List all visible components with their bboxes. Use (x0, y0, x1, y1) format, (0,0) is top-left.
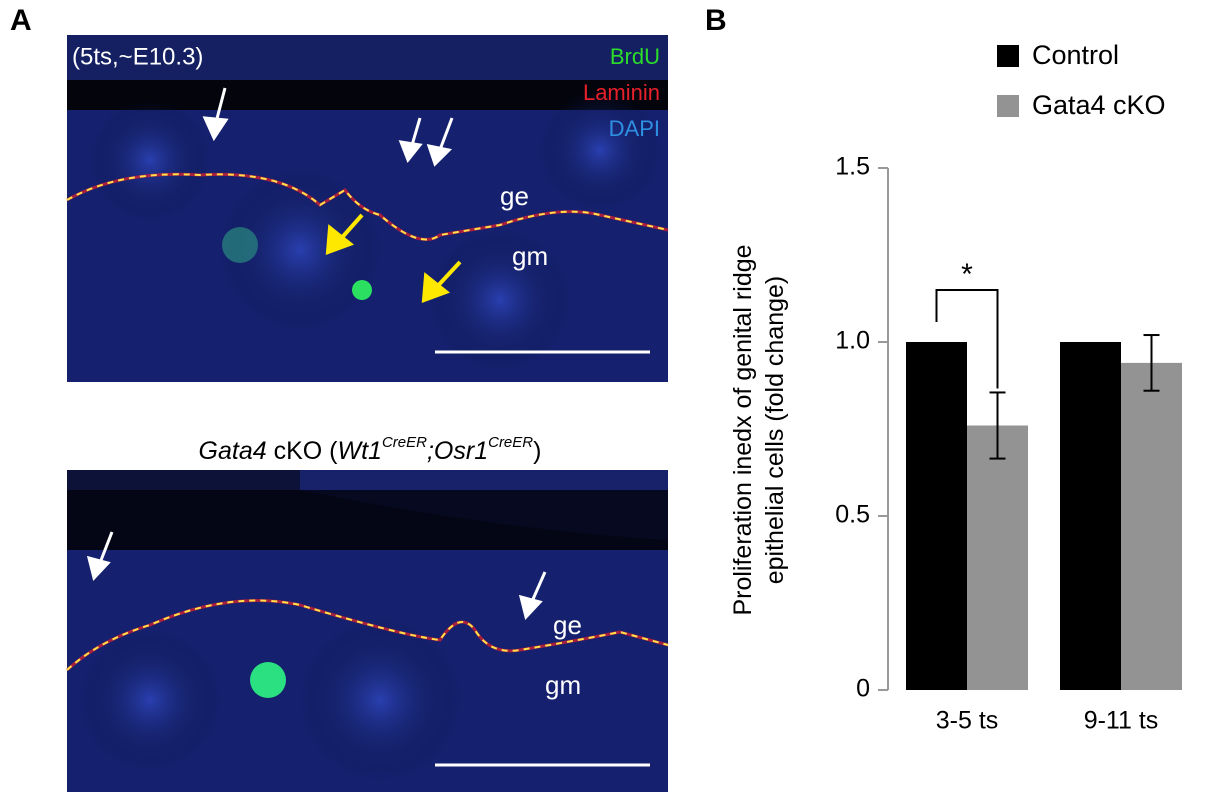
legend-label: Gata4 cKO (1032, 90, 1166, 120)
x-tick-label: 9-11 ts (1084, 707, 1159, 735)
stage-label: (5ts,~E10.3) (72, 43, 203, 70)
y-tick-label: 1.5 (835, 153, 870, 181)
y-axis-label-line: epithelial cells (fold change) (761, 276, 789, 585)
caption-part: ; (427, 437, 434, 465)
legend-label: Control (1032, 40, 1119, 70)
caption-part: cKO ( (267, 437, 339, 465)
bar (967, 425, 1028, 690)
micrograph-top (66, 35, 669, 382)
stain-name: DAPI (609, 116, 660, 141)
caption-part: CreER (382, 434, 427, 451)
caption-part: Gata4 (199, 437, 267, 465)
y-tick-label: 0 (856, 675, 870, 703)
y-axis-label-line: Proliferation inedx of genital ridge (729, 244, 757, 615)
stain-name: Laminin (583, 80, 660, 105)
legend-swatch (997, 45, 1019, 67)
caption-part: CreER (488, 434, 533, 451)
y-tick-label: 1.0 (835, 327, 870, 355)
y-tick-label: 0.5 (835, 501, 870, 529)
bar (1060, 342, 1121, 690)
region-label: gm (512, 241, 548, 271)
image-caption: Gata4 cKO (Wt1CreER;Osr1CreER) (199, 434, 542, 464)
region-label: ge (553, 610, 582, 640)
stain-name: BrdU (610, 44, 660, 69)
bar (906, 342, 967, 690)
caption-part: ) (533, 437, 541, 465)
x-tick-label: 3-5 ts (936, 707, 999, 735)
legend-swatch (997, 95, 1019, 117)
stain-legend: BrdU Laminin DAPI (583, 44, 660, 141)
region-label: ge (500, 181, 529, 211)
region-label: gm (545, 670, 581, 700)
panel-label: B (705, 4, 727, 37)
significance-mark: * (961, 258, 973, 291)
caption-part: Wt1 (338, 437, 382, 465)
panel-label: A (10, 4, 32, 37)
significance-bracket (935, 289, 999, 389)
micrograph-bottom (65, 470, 669, 792)
bar-chart: 0 0.5 1.0 1.5 Proliferation inedx of genital… (729, 40, 1182, 735)
y-axis-label: Proliferation inedx of genital ridge epit… (729, 244, 789, 615)
bar (1121, 362, 1182, 690)
caption-part: Osr1 (434, 437, 488, 465)
